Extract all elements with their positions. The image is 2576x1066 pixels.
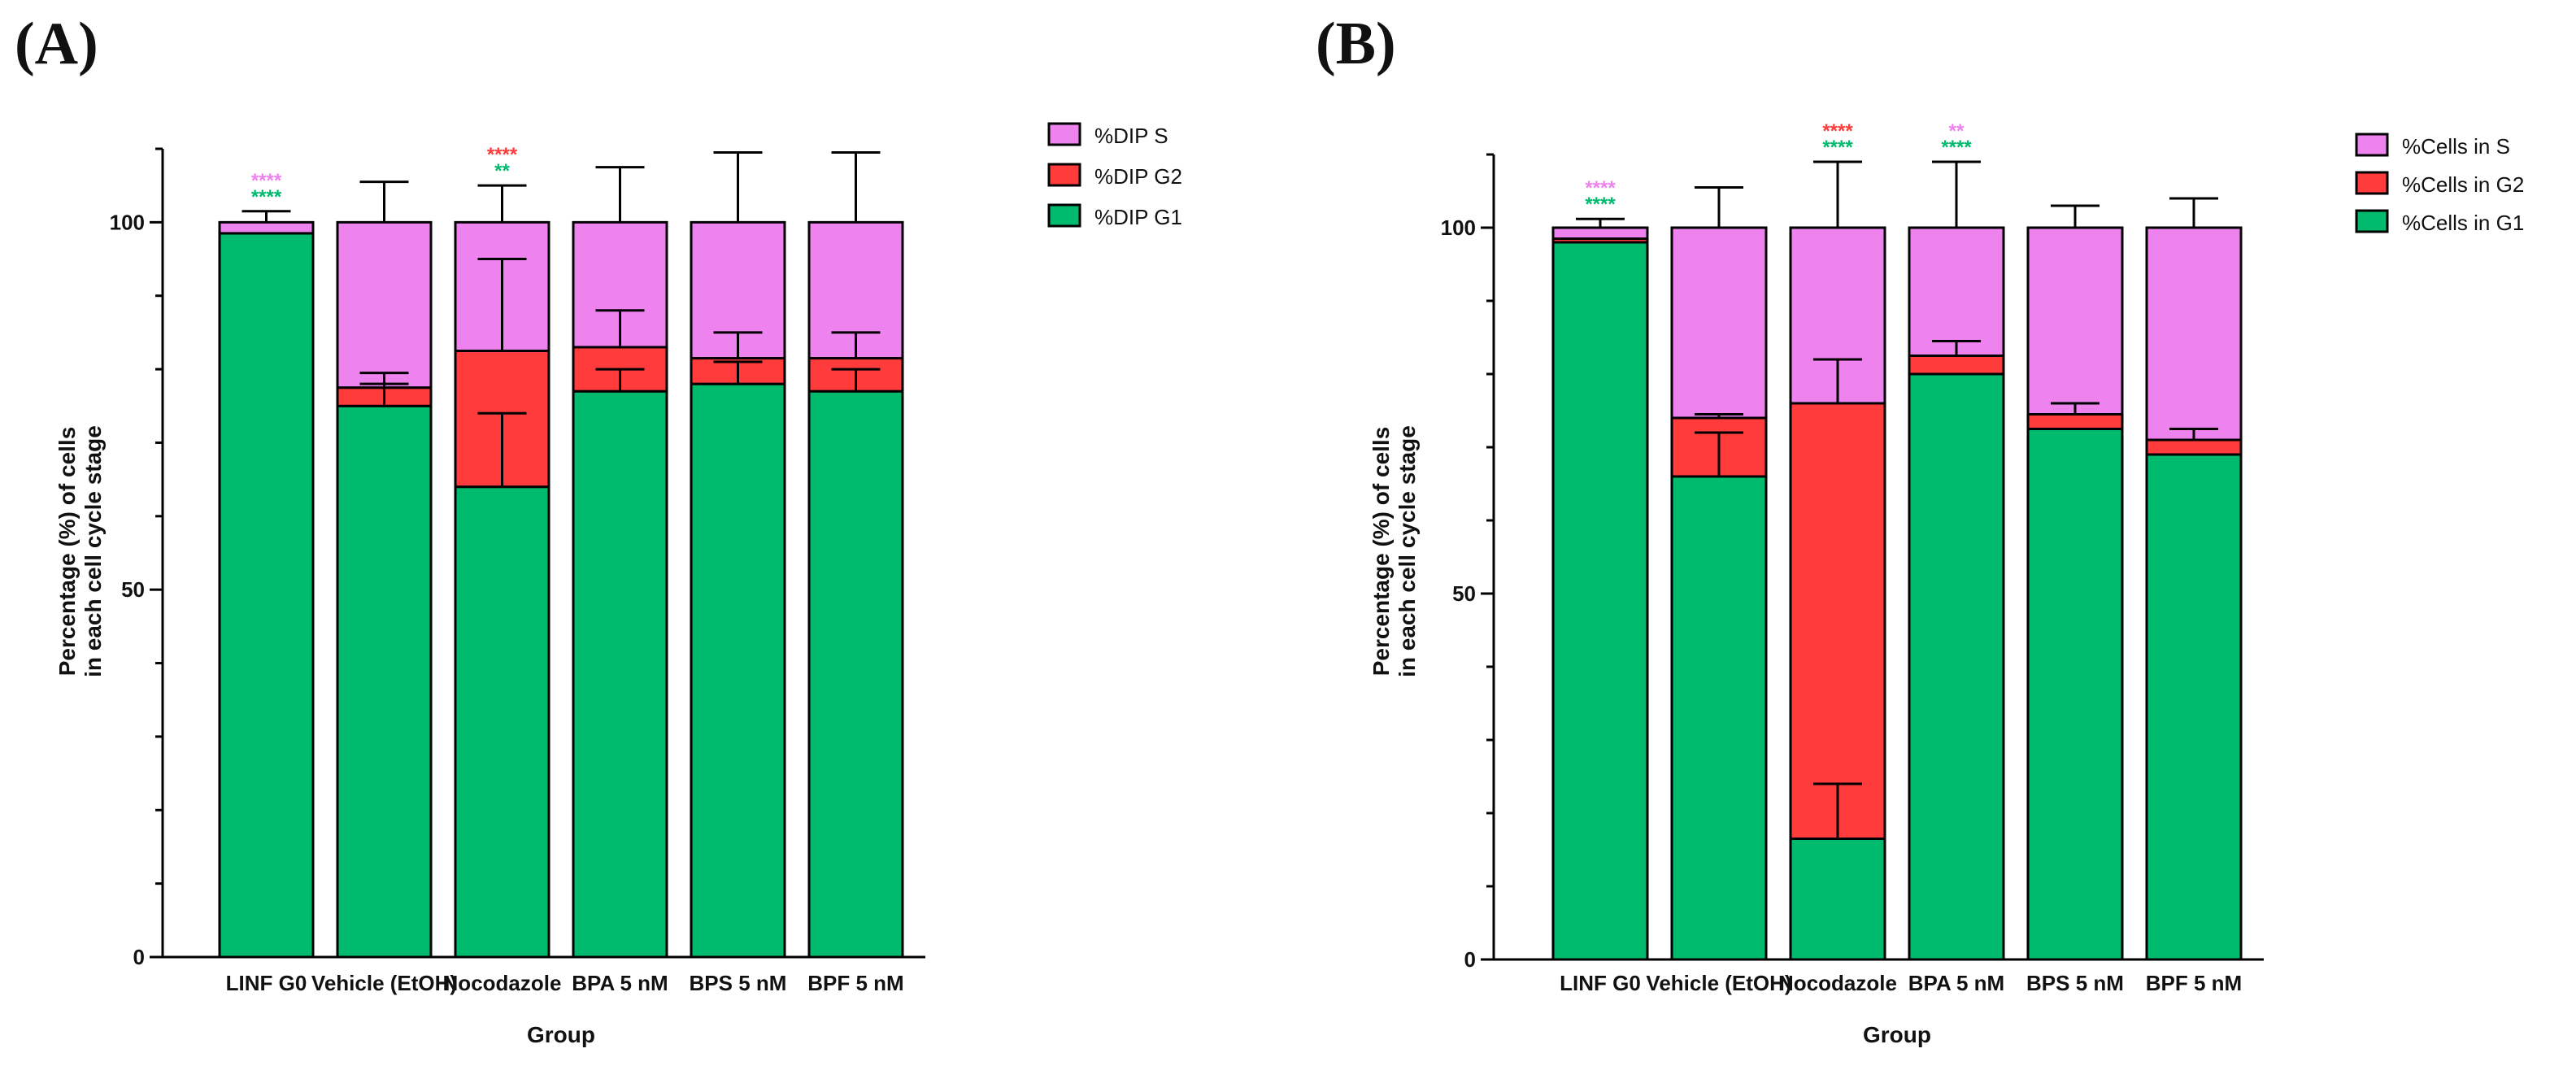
y-tick-label: 100 (110, 210, 145, 234)
significance-stars: **** (1941, 137, 1972, 159)
x-tick-label: LINF G0 (226, 971, 307, 995)
bar-segment-g1 (454, 485, 550, 959)
y-axis-title-line: in each cell cycle stage (80, 425, 106, 677)
panel-a: (A) 0 50 100 Percentage (%) of cellsin each … (15, 11, 1182, 1047)
y-axis-title-line: in each cell cycle stage (1395, 425, 1420, 677)
bar-segment-g1 (218, 232, 315, 959)
x-tick-label: Vehicle (EtOH) (1646, 971, 1791, 995)
x-tick-label: Nocodazole (443, 971, 562, 995)
significance-stars: **** (1585, 177, 1616, 199)
x-tick-label: LINF G0 (1560, 971, 1641, 995)
x-tick-label: Vehicle (EtOH) (311, 971, 457, 995)
y-tick-label: 0 (1464, 947, 1476, 972)
significance-stars: **** (1822, 120, 1853, 142)
bar-segment-g1 (1789, 838, 1886, 961)
bar-segment-s (2145, 226, 2243, 442)
legend-label: %DIP G1 (1094, 205, 1182, 229)
bar-segment-s (336, 220, 433, 389)
bar-segment-g1 (2145, 453, 2243, 961)
legend-swatch-g2 (1047, 163, 1081, 187)
bar-segment-g1 (2026, 428, 2124, 961)
x-tick-label: BPS 5 nM (690, 971, 787, 995)
y-axis-title-line: Percentage (%) of cells (54, 427, 80, 677)
significance-stars: ** (494, 160, 510, 182)
legend-label: %Cells in G2 (2402, 172, 2524, 197)
legend-swatch-g1 (2355, 209, 2389, 233)
bar-segment-g2 (1789, 402, 1886, 840)
significance-stars: **** (1585, 194, 1616, 215)
bar-segment-s (218, 220, 315, 235)
legend-swatch-s (2355, 133, 2389, 157)
x-axis-title: Group (527, 1022, 595, 1047)
x-axis-title: Group (1863, 1022, 1931, 1047)
legend-swatch-g2 (2355, 171, 2389, 195)
y-tick-label: 50 (121, 577, 145, 602)
bar-segment-g1 (1670, 475, 1768, 961)
x-tick-label: BPF 5 nM (2146, 971, 2242, 995)
bar-segment-s (1551, 226, 1649, 240)
bar-segment-g2 (2145, 438, 2243, 456)
legend-label: %DIP S (1094, 124, 1168, 148)
legend-swatch-s (1047, 122, 1081, 146)
panel-label: (A) (15, 11, 98, 77)
y-tick-label: 50 (1452, 581, 1476, 606)
bar-segment-g1 (1908, 372, 2005, 961)
legend-swatch-g1 (1047, 203, 1081, 228)
significance-stars: **** (251, 170, 282, 192)
bar-segment-g1 (807, 389, 904, 959)
significance-stars: **** (487, 144, 518, 166)
significance-stars: **** (1822, 137, 1853, 159)
legend-label: %Cells in S (2402, 134, 2510, 159)
x-tick-label: BPA 5 nM (572, 971, 668, 995)
bar-segment-g1 (1551, 241, 1649, 961)
significance-stars: ** (1949, 120, 1965, 142)
y-axis-title: Percentage (%) of cellsin each cell cycl… (1368, 425, 1420, 677)
x-tick-label: BPS 5 nM (2026, 971, 2124, 995)
bar-segment-s (1908, 226, 2005, 357)
y-axis-title: Percentage (%) of cellsin each cell cycl… (54, 425, 106, 677)
bar-segment-g1 (690, 382, 786, 959)
bar-segment-s (2026, 226, 2124, 416)
legend-label: %Cells in G1 (2402, 211, 2524, 235)
panel-label: (B) (1316, 11, 1396, 77)
bar-segment-g2 (1908, 355, 2005, 376)
x-tick-label: BPF 5 nM (807, 971, 903, 995)
significance-stars: **** (251, 186, 282, 208)
x-tick-label: Nocodazole (1778, 971, 1897, 995)
bar-segment-g1 (572, 389, 668, 959)
y-tick-label: 0 (133, 945, 145, 969)
y-axis-title-line: Percentage (%) of cells (1368, 427, 1394, 677)
bar-segment-g1 (336, 404, 433, 959)
bar-segment-g2 (2026, 413, 2124, 430)
x-tick-label: BPA 5 nM (1908, 971, 2004, 995)
bar-segment-s (1670, 226, 1768, 420)
panel-b: (B) 0 50 100 Percentage (%) of cellsin each … (1316, 11, 2524, 1047)
legend-label: %DIP G2 (1094, 164, 1182, 189)
y-tick-label: 100 (1441, 215, 1476, 240)
